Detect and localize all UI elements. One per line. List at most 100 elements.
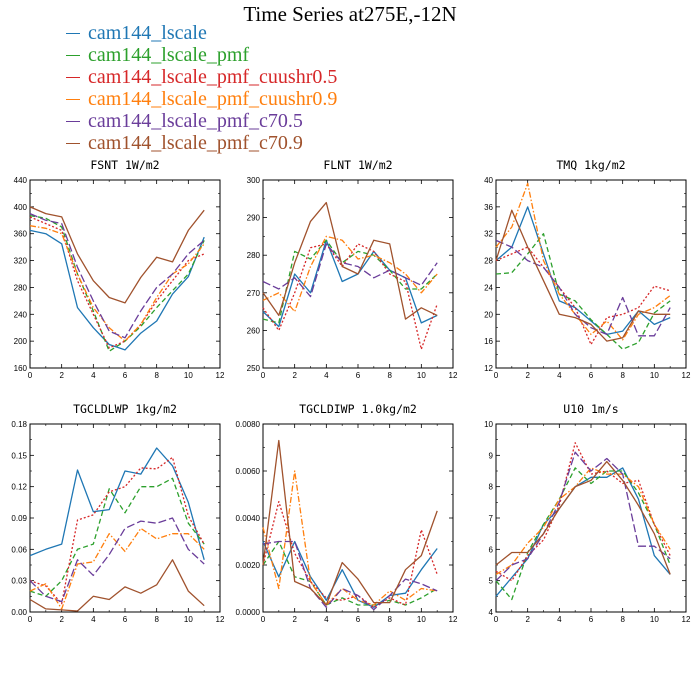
x-tick-label: 6 [589,371,594,380]
x-tick-label: 6 [356,371,361,380]
x-tick-label: 12 [216,371,225,380]
series-line [262,470,438,606]
y-tick-label: 0.03 [11,577,27,586]
x-tick-label: 12 [449,615,458,624]
series-line [495,246,671,346]
series-line [495,467,671,597]
x-tick-label: 0 [494,371,499,380]
x-tick-label: 8 [154,615,159,624]
page-title: Time Series at275E,-12N [243,2,457,26]
series-line [29,229,205,351]
legend: cam144_lscale cam144_lscale_pmf cam144_l… [66,22,337,154]
legend-label: cam144_lscale_pmf_cuushr0.5 [88,66,338,88]
x-tick-label: 4 [91,615,96,624]
legend-swatch [66,120,80,122]
y-tick-label: 0.0020 [236,561,261,570]
series-line [262,201,438,320]
x-tick-label: 6 [356,615,361,624]
legend-swatch [66,76,80,78]
series-line [29,216,205,349]
plot-frame [262,423,454,613]
chart-title: FSNT 1W/m2 [90,158,159,172]
x-tick-label: 2 [292,615,297,624]
y-tick-label: 4 [489,608,494,617]
plot-frame [495,423,687,613]
chart-panel: U10 1m/s 0 2 4 6 8 10 12 4 5 6 7 8 9 10 [484,402,691,624]
series-line [262,239,438,328]
plot-frame [29,179,221,369]
x-tick-label: 6 [589,615,594,624]
y-tick-label: 0.15 [11,451,27,460]
y-tick-label: 8 [489,483,494,492]
x-tick-label: 10 [650,371,659,380]
x-tick-label: 4 [557,371,562,380]
series-line [29,206,205,304]
legend-item: cam144_lscale_pmf_cuushr0.9 [66,88,337,110]
x-tick-label: 6 [123,615,128,624]
legend-item: cam144_lscale_pmf_cuushr0.5 [66,66,337,88]
x-tick-label: 10 [417,615,426,624]
x-tick-label: 8 [154,371,159,380]
series-line [29,447,205,560]
series-line [29,477,205,597]
series-line [495,467,671,601]
chart-panel: TGCLDLWP 1kg/m2 0 2 4 6 8 10 12 0.00 0.03 0.06 0.09… [11,402,225,624]
legend-label: cam144_lscale [88,22,207,44]
series-line [29,517,205,603]
x-tick-label: 4 [324,371,329,380]
x-tick-label: 10 [184,615,193,624]
y-tick-label: 0.18 [11,420,27,429]
y-tick-label: 6 [489,545,494,554]
x-tick-label: 8 [387,615,392,624]
x-tick-label: 8 [620,371,625,380]
y-tick-label: 0.00 [11,608,27,617]
chart-panel: FSNT 1W/m2 0 2 4 6 8 10 12 160 200 240 280 320 360 400… [14,158,225,380]
y-tick-label: 32 [484,230,493,239]
x-tick-label: 6 [123,371,128,380]
x-tick-label: 12 [216,615,225,624]
legend-item: cam144_lscale_pmf [66,44,337,66]
y-tick-label: 10 [484,420,493,429]
x-tick-label: 4 [324,615,329,624]
x-tick-label: 0 [261,371,266,380]
chart-title: TGCLDIWP 1.0kg/m2 [299,402,417,416]
series-line [29,213,205,339]
chart-panel: TGCLDIWP 1.0kg/m2 0 2 4 6 8 10 12 0.0000 0.0020 0.… [236,402,458,624]
y-tick-label: 12 [484,364,493,373]
x-tick-label: 0 [261,615,266,624]
legend-swatch [66,98,80,100]
y-tick-label: 250 [247,364,261,373]
chart-panel: FLNT 1W/m2 0 2 4 6 8 10 12 250 260 270 280 290 300 [247,158,458,380]
legend-item: cam144_lscale [66,22,337,44]
y-tick-label: 7 [489,514,494,523]
series-line [495,233,671,350]
x-tick-label: 0 [494,615,499,624]
chart-title: FLNT 1W/m2 [323,158,392,172]
legend-label: cam144_lscale_pmf_cuushr0.9 [88,88,338,110]
y-tick-label: 290 [247,214,261,223]
x-tick-label: 2 [525,371,530,380]
series-line [495,206,671,336]
y-tick-label: 280 [14,283,28,292]
series-line [29,559,205,612]
x-tick-label: 12 [682,615,691,624]
series-line [29,214,205,352]
series-line [29,225,205,342]
x-tick-label: 12 [682,371,691,380]
x-tick-label: 8 [620,615,625,624]
chart-title: U10 1m/s [563,402,618,416]
y-tick-label: 9 [489,451,494,460]
legend-label: cam144_lscale_pmf [88,44,250,66]
y-tick-label: 240 [14,310,28,319]
y-tick-label: 0.0040 [236,514,261,523]
series-line [262,239,438,324]
y-tick-label: 270 [247,289,261,298]
y-tick-label: 16 [484,337,493,346]
legend-swatch [66,142,80,144]
series-line [495,460,671,575]
y-tick-label: 400 [14,203,28,212]
y-tick-label: 160 [14,364,28,373]
y-tick-label: 300 [247,176,261,185]
y-tick-label: 0.06 [11,545,27,554]
